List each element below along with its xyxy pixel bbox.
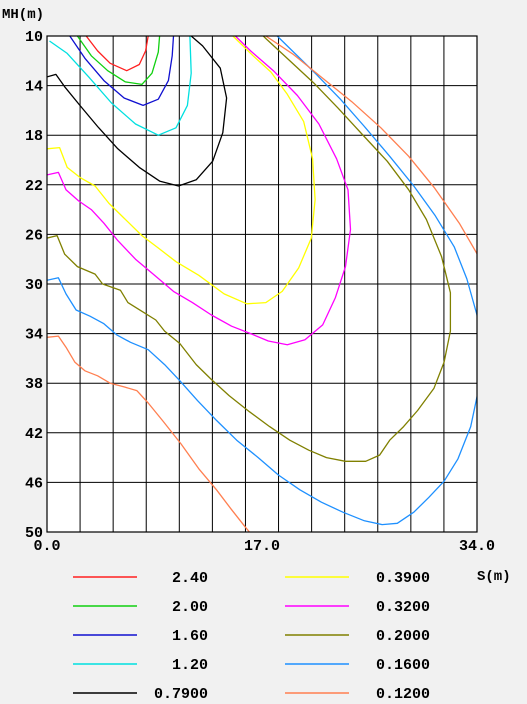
legend-label: 0.3200	[376, 599, 430, 616]
legend-label: 1.20	[172, 657, 208, 674]
y-tick-label: 42	[25, 426, 43, 443]
y-tick-label: 46	[25, 475, 43, 492]
y-tick-label: 18	[25, 128, 43, 145]
x-tick-label: 0.0	[33, 538, 60, 555]
legend-label: 0.7900	[154, 686, 208, 703]
y-tick-label: 38	[25, 376, 43, 393]
contour-line	[69, 36, 175, 107]
contour-line	[47, 335, 250, 532]
contour-line	[76, 36, 161, 86]
legend-label: 0.1200	[376, 686, 430, 703]
legend-label: 1.60	[172, 628, 208, 645]
contour-line	[85, 36, 149, 72]
legend-label: 0.1600	[376, 657, 430, 674]
legend: 2.40 2.00 1.60 1.20 0.7900 0.3900 0.3200 0.2000…	[73, 570, 430, 703]
contour-line	[47, 36, 452, 462]
contour-line	[47, 36, 477, 526]
legend-label: 2.00	[172, 599, 208, 616]
y-tick-labels: 10 14 18 22 26 30 34 38 42 46 50	[25, 29, 43, 542]
x-tick-label: 17.0	[244, 538, 280, 555]
x-tick-labels: 0.0 17.0 34.0	[33, 538, 495, 555]
y-axis-label: MH(m)	[2, 7, 44, 23]
contour-line	[265, 36, 477, 255]
y-tick-label: 30	[25, 277, 43, 294]
contour-curves	[47, 36, 477, 532]
legend-label: 2.40	[172, 570, 208, 587]
y-tick-label: 26	[25, 227, 43, 244]
x-axis-label: S(m)	[477, 569, 511, 585]
legend-label: 0.2000	[376, 628, 430, 645]
contour-line	[47, 36, 228, 187]
y-tick-label: 22	[25, 178, 43, 195]
contour-line	[47, 36, 316, 305]
legend-label: 0.3900	[376, 570, 430, 587]
y-tick-label: 14	[25, 79, 43, 96]
contour-line	[49, 36, 192, 136]
y-tick-label: 34	[25, 327, 43, 344]
plot-frame	[46, 35, 478, 533]
y-tick-label: 10	[25, 29, 43, 46]
x-tick-label: 34.0	[459, 538, 495, 555]
y-tick-label: 50	[25, 525, 43, 542]
contour-line	[47, 36, 352, 346]
grid	[47, 36, 477, 532]
